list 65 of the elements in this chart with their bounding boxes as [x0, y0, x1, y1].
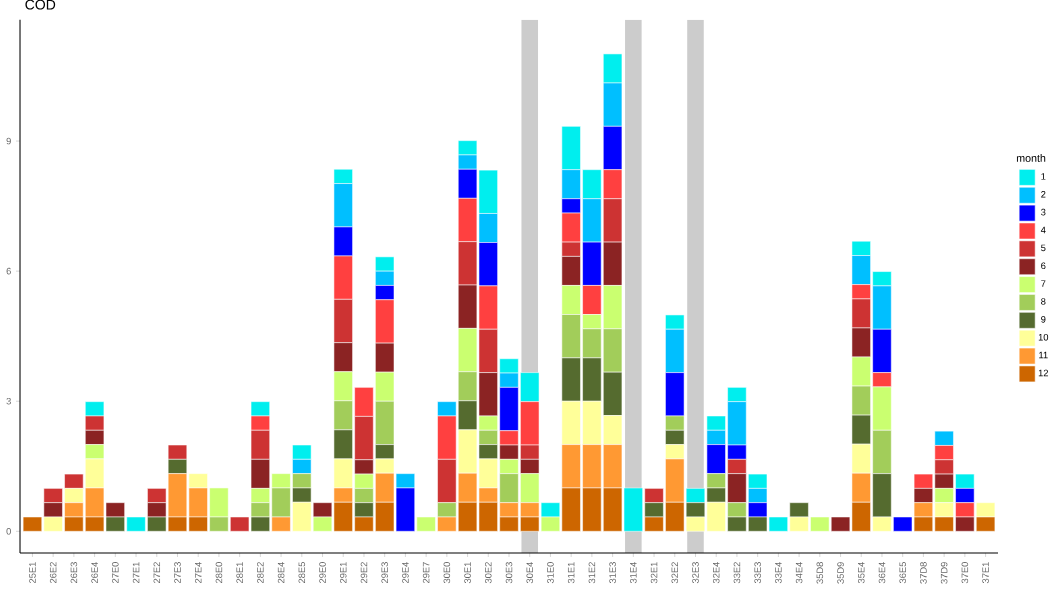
x-tick-label: 37D8: [920, 562, 927, 584]
x-tick-label: 28E4: [277, 561, 285, 584]
x-tick-label: 28E5: [298, 562, 306, 584]
legend-label: 10: [1038, 333, 1049, 341]
x-tick-label: 37E1: [982, 562, 989, 584]
x-tick-label: 30E4: [526, 561, 534, 584]
x-tick-label: 33E3: [754, 562, 761, 584]
x-tick-label: 32E4: [712, 561, 720, 584]
legend-label: 8: [1041, 298, 1046, 305]
legend-label: 5: [1041, 244, 1046, 252]
x-tick-label: 37E0: [961, 562, 969, 584]
x-tick-label: 30E3: [505, 562, 513, 584]
x-tick-label: 35E4: [857, 561, 865, 584]
legend-label: 11: [1039, 351, 1048, 359]
x-tick-label: 35D8: [816, 562, 824, 584]
legend-label: 9: [1041, 316, 1046, 323]
chart-title: COD: [25, 0, 56, 10]
x-tick-label: 31E3: [609, 562, 616, 584]
x-tick-label: 31E1: [567, 562, 575, 584]
legend-label: 6: [1041, 262, 1046, 270]
legend-label: 7: [1041, 280, 1046, 287]
x-tick-label: 27E2: [153, 562, 161, 584]
x-tick-label: 28E1: [236, 562, 243, 584]
x-tick-label: 29E0: [319, 562, 326, 584]
x-tick-label: 28E2: [257, 562, 264, 584]
x-tick-label: 35D9: [837, 562, 844, 584]
x-tick-label: 37D9: [940, 562, 948, 584]
x-tick-label: 33E4: [775, 561, 782, 584]
x-tick-label: 29E2: [360, 562, 368, 584]
x-tick-label: 34E4: [795, 561, 803, 584]
x-tick-label: 25E1: [29, 562, 36, 584]
y-tick-label: 6: [6, 267, 11, 275]
x-tick-label: 26E3: [70, 562, 78, 584]
x-tick-label: 31E0: [547, 562, 554, 584]
x-tick-label: 31E4: [630, 561, 637, 584]
x-tick-label: 27E4: [194, 561, 202, 584]
legend-label: 12: [1038, 369, 1049, 377]
x-tick-label: 36E5: [899, 562, 906, 584]
x-tick-label: 29E4: [402, 561, 409, 584]
x-tick-label: 27E1: [132, 562, 140, 584]
x-tick-label: 30E0: [443, 562, 451, 584]
x-tick-label: 27E0: [112, 562, 119, 584]
x-tick-label: 32E3: [692, 562, 699, 584]
legend-label: 3: [1041, 208, 1046, 216]
x-tick-label: 32E2: [671, 562, 679, 584]
y-tick-label: 0: [6, 528, 11, 535]
legend-title: month: [1016, 154, 1046, 162]
x-tick-label: 31E2: [588, 562, 596, 584]
y-tick-label: 3: [6, 397, 11, 405]
x-tick-label: 26E4: [91, 561, 98, 584]
legend-label: 4: [1040, 226, 1046, 234]
x-tick-label: 28E0: [215, 562, 223, 584]
x-tick-label: 36E4: [878, 561, 886, 584]
x-tick-label: 30E2: [485, 562, 492, 584]
x-tick-label: 27E3: [174, 562, 181, 584]
x-tick-label: 32E1: [650, 562, 658, 584]
y-tick-label: 9: [6, 137, 11, 145]
x-tick-label: 29E1: [339, 562, 347, 584]
x-tick-label: 26E2: [49, 562, 57, 584]
x-tick-label: 29E7: [422, 562, 430, 584]
x-tick-label: 33E2: [733, 562, 741, 584]
x-tick-label: 29E3: [381, 562, 388, 584]
legend-label: 1: [1041, 173, 1046, 180]
x-tick-label: 30E1: [464, 562, 471, 584]
legend-label: 2: [1041, 191, 1046, 198]
